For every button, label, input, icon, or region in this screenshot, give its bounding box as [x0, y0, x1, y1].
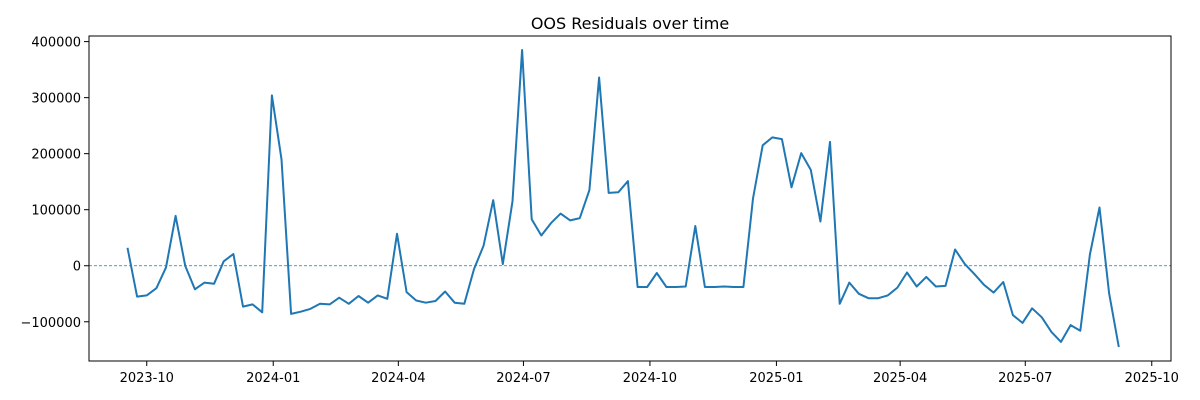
x-tick-label: 2024-01 [246, 371, 300, 386]
chart-title: OOS Residuals over time [531, 14, 729, 33]
x-tick-label: 2024-10 [623, 371, 677, 386]
y-tick-label: 400000 [31, 36, 81, 51]
y-axis-ticks: −100000 0 100000 200000 300000 400000 [20, 36, 89, 331]
x-tick-label: 2024-04 [371, 371, 425, 386]
x-axis-ticks: 2023-10 2024-01 2024-04 2024-07 2024-10 2025-… [120, 361, 1179, 386]
y-tick-label: −100000 [20, 316, 81, 331]
x-tick-label: 2025-01 [749, 371, 803, 386]
residuals-series-line [126, 49, 1120, 348]
x-tick-label: 2023-10 [120, 371, 174, 386]
x-tick-label: 2025-07 [998, 371, 1052, 386]
x-tick-label: 2024-07 [496, 371, 550, 386]
y-tick-label: 100000 [31, 204, 81, 219]
plot-frame [88, 35, 1172, 362]
x-tick-label: 2025-04 [873, 371, 927, 386]
x-tick-label: 2025-10 [1125, 371, 1179, 386]
y-tick-label: 300000 [31, 92, 81, 107]
y-tick-label: 0 [73, 260, 81, 275]
y-tick-label: 200000 [31, 148, 81, 163]
